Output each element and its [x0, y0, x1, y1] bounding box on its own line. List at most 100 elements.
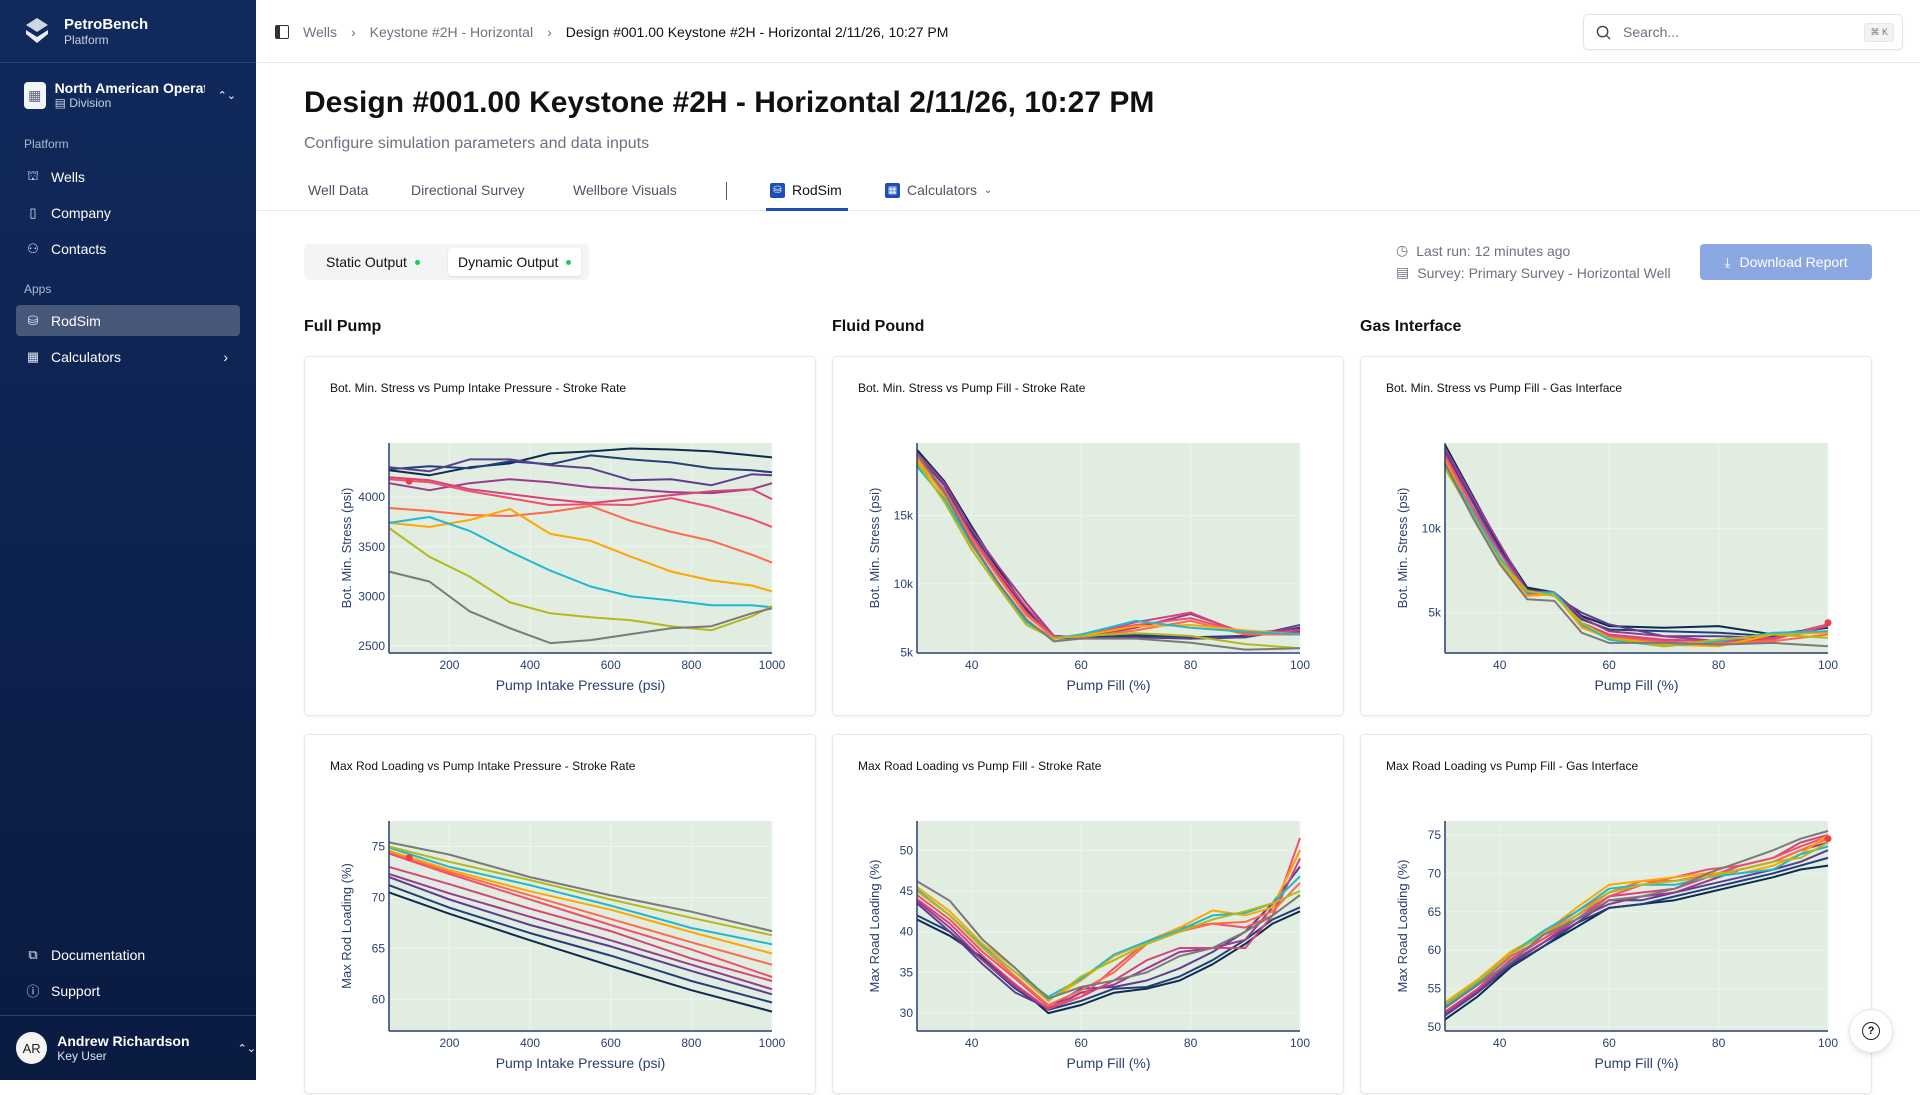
tab-label: Well Data [308, 182, 369, 198]
series-line [388, 447, 773, 477]
sidebar-item-contacts[interactable]: ⚇ Contacts [16, 233, 240, 264]
static-output-button[interactable]: Static Output [316, 248, 430, 276]
highlight-point [1824, 835, 1832, 843]
last-run-text: Last run: 12 minutes ago [1416, 242, 1571, 259]
x-tick-label: 100 [1290, 658, 1310, 672]
series-line [388, 458, 773, 487]
calculator-icon: ▦ [26, 348, 40, 364]
dynamic-output-button[interactable]: Dynamic Output [448, 248, 582, 276]
sidebar-item-label: Calculators [51, 348, 122, 365]
x-tick-label: 100 [1818, 658, 1838, 672]
y-tick-label: 45 [900, 884, 914, 898]
section-fluid-pound: Fluid Pound [832, 318, 925, 335]
download-report-button[interactable]: ⤓ Download Report [1700, 244, 1872, 280]
y-tick-label: 10k [894, 577, 914, 591]
x-axis-label: Pump Intake Pressure (psi) [496, 677, 666, 693]
highlight-point [405, 854, 413, 862]
x-tick-label: 400 [520, 658, 540, 672]
chart-card: Max Road Loading vs Pump Fill - Stroke R… [832, 734, 1344, 1094]
chart-card: Bot. Min. Stress vs Pump Fill - Stroke R… [832, 356, 1344, 716]
breadcrumb-wells[interactable]: Wells [303, 23, 337, 40]
tab-well-data[interactable]: Well Data [308, 182, 368, 198]
x-tick-label: 200 [439, 1036, 459, 1050]
series-line [388, 508, 773, 593]
sidebar-item-wells[interactable]: ⛫ Wells [16, 161, 240, 192]
series-line [916, 453, 1301, 651]
app-logo[interactable]: PetroBench Platform [0, 0, 256, 63]
y-tick-label: 75 [1428, 828, 1442, 842]
x-axis-label: Pump Fill (%) [1594, 677, 1678, 693]
sidebar-item-label: RodSim [51, 312, 101, 329]
sidebar-item-company[interactable]: ▯ Company [16, 197, 240, 228]
tab-directional-survey[interactable]: Directional Survey [411, 182, 525, 198]
series-line [388, 850, 773, 966]
user-menu[interactable]: AR Andrew Richardson Key User ⌃⌄ [0, 1015, 256, 1080]
x-tick-label: 60 [1074, 658, 1088, 672]
division-icon: ▤ [54, 96, 70, 110]
y-axis-label: Bot. Min. Stress (psi) [1395, 488, 1410, 609]
highlight-point [405, 477, 413, 485]
y-axis-label: Max Road Loading (%) [867, 860, 882, 993]
chart: 40 60 80 100 30 35 40 45 50 Pump Fill (%) Max Road… [867, 821, 1310, 1071]
search-placeholder: Search... [1623, 24, 1680, 40]
sidebar-item-documentation[interactable]: ⧉ Documentation [16, 939, 240, 970]
x-axis-label: Pump Fill (%) [1066, 677, 1150, 693]
chart: 40 60 80 100 5k 10k 15k Pump Fill (%) Bot. Min. … [867, 443, 1310, 693]
series-line [388, 516, 773, 609]
chart-card: Bot. Min. Stress vs Pump Fill - Gas Inte… [1360, 356, 1872, 716]
series-line [388, 505, 773, 564]
sidebar-item-calculators[interactable]: ▦ Calculators › [16, 341, 240, 372]
sidebar-toggle-icon[interactable] [275, 24, 289, 39]
x-tick-label: 80 [1712, 1036, 1726, 1050]
highlight-point [1824, 619, 1832, 627]
active-tab-indicator [766, 208, 848, 211]
y-tick-label: 50 [900, 843, 914, 857]
chart: 200 400 600 800 1000 2500 3000 3500 4000 Pump Int… [339, 443, 786, 693]
series-line [388, 846, 773, 946]
y-tick-label: 60 [1428, 943, 1442, 957]
last-run: ◷ Last run: 12 minutes ago [1396, 242, 1570, 259]
series-line [1444, 856, 1829, 1017]
sidebar-item-label: Wells [51, 168, 85, 185]
search-input[interactable]: Search... ⌘ K [1583, 14, 1903, 50]
x-tick-label: 1000 [759, 1036, 786, 1050]
x-tick-label: 60 [1602, 1036, 1616, 1050]
tab-calculators[interactable]: ▦ Calculators ⌄ [885, 182, 992, 198]
breadcrumb-well[interactable]: Keystone #2H - Horizontal [369, 23, 534, 40]
tab-rodsim[interactable]: ⛁ RodSim [770, 182, 842, 198]
y-tick-label: 5k [1428, 606, 1442, 620]
chart-title: Bot. Min. Stress vs Pump Fill - Stroke R… [858, 381, 1086, 395]
sidebar-item-support[interactable]: ⓘ Support [16, 975, 240, 1006]
series-line [388, 852, 773, 978]
help-icon: ? [1862, 1022, 1880, 1040]
building-icon: ▦ [24, 81, 46, 109]
chevron-updown-icon: ⌃⌄ [237, 1042, 256, 1055]
org-switcher[interactable]: ▦ North American Operations▤ Division ⌃⌄ [24, 80, 236, 110]
y-tick-label: 35 [900, 965, 914, 979]
docs-icon: ⧉ [28, 946, 38, 962]
status-dot [414, 259, 420, 265]
user-name: Andrew Richardson [57, 1033, 190, 1049]
chart-title: Max Rod Loading vs Pump Intake Pressure … [330, 759, 636, 773]
toggle-label: Static Output [326, 254, 407, 270]
chevron-right-icon: › [223, 348, 228, 365]
app-name: PetroBench [64, 15, 149, 33]
page-subtitle: Configure simulation parameters and data… [304, 135, 650, 152]
sidebar-item-label: Support [51, 982, 101, 999]
series-line [1444, 830, 1829, 1009]
chevron-right-icon: › [547, 23, 552, 40]
search-shortcut: ⌘ K [1864, 23, 1894, 42]
tab-label: RodSim [792, 182, 842, 198]
x-tick-label: 40 [965, 658, 979, 672]
tab-bar: Well Data Directional Survey Wellbore Vi… [256, 170, 1920, 211]
x-tick-label: 80 [1184, 1036, 1198, 1050]
sidebar-item-rodsim[interactable]: ⛁ RodSim [16, 305, 240, 336]
help-button[interactable]: ? [1849, 1009, 1893, 1053]
x-tick-label: 40 [965, 1036, 979, 1050]
series-line [916, 849, 1301, 1002]
tab-wellbore-visuals[interactable]: Wellbore Visuals [573, 182, 677, 198]
chevron-down-icon: ⌄ [984, 184, 993, 196]
x-tick-label: 60 [1074, 1036, 1088, 1050]
y-tick-label: 65 [372, 941, 386, 955]
y-tick-label: 15k [894, 509, 914, 523]
